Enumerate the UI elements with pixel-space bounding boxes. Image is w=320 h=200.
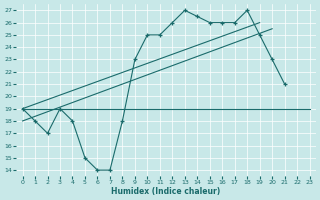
X-axis label: Humidex (Indice chaleur): Humidex (Indice chaleur) (111, 187, 221, 196)
